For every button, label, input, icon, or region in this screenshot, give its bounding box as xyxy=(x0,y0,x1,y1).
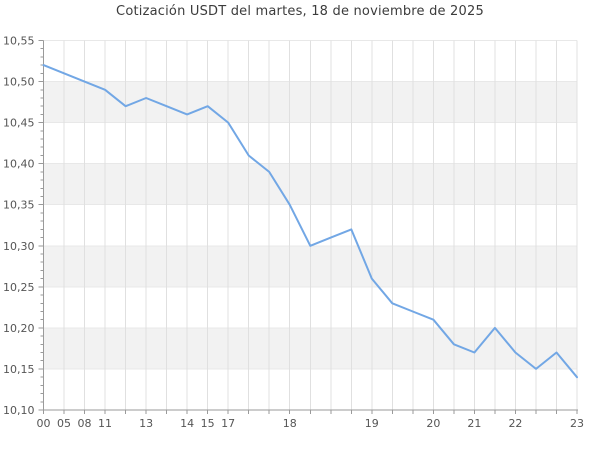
x-tick-label: 08 xyxy=(78,417,92,430)
x-tick-label: 11 xyxy=(98,417,112,430)
chart-title: Cotización USDT del martes, 18 de noviem… xyxy=(116,4,484,19)
price-line xyxy=(42,64,578,379)
x-tick-label: 19 xyxy=(365,417,379,430)
x-tick-label: 15 xyxy=(201,417,215,430)
y-tick-label: 10,30 xyxy=(3,240,35,253)
y-axis-group: 10,10 10,15 10,20 10,25 10,30 10,35 10,40 10,45… xyxy=(3,35,44,417)
v-gridlines-group xyxy=(63,40,578,410)
y-tick-label: 10,10 xyxy=(3,404,35,417)
y-tick-label: 10,20 xyxy=(3,322,35,335)
x-tick-label: 21 xyxy=(467,417,481,430)
x-tick-label: 05 xyxy=(57,417,71,430)
y-tick-label: 10,35 xyxy=(3,199,35,212)
x-tick-label: 00 xyxy=(37,417,51,430)
x-tick-label: 23 xyxy=(570,417,584,430)
y-tick-label: 10,40 xyxy=(3,158,35,171)
x-axis-group: 00 05 08 11 13 14 15 17 18 19 20 21 22 23 xyxy=(37,409,584,430)
y-tick-label: 10,45 xyxy=(3,117,35,130)
x-tick-label: 18 xyxy=(283,417,297,430)
x-tick-label: 22 xyxy=(508,417,522,430)
y-tick-label: 10,50 xyxy=(3,76,35,89)
y-tick-label: 10,55 xyxy=(3,35,35,48)
x-tick-label: 14 xyxy=(180,417,194,430)
x-tick-label: 20 xyxy=(426,417,440,430)
y-tick-label: 10,25 xyxy=(3,281,35,294)
x-tick-label: 17 xyxy=(221,417,235,430)
y-tick-label: 10,15 xyxy=(3,363,35,376)
x-tick-label: 13 xyxy=(139,417,153,430)
